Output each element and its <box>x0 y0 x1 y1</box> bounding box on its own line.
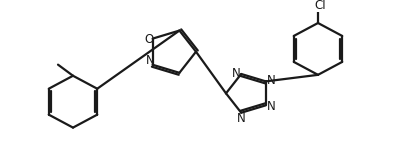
Text: N: N <box>232 67 240 80</box>
Text: N: N <box>266 100 275 113</box>
Text: N: N <box>266 74 275 87</box>
Text: Cl: Cl <box>314 0 326 12</box>
Text: N: N <box>146 54 155 67</box>
Text: N: N <box>237 112 246 125</box>
Text: O: O <box>144 33 153 46</box>
